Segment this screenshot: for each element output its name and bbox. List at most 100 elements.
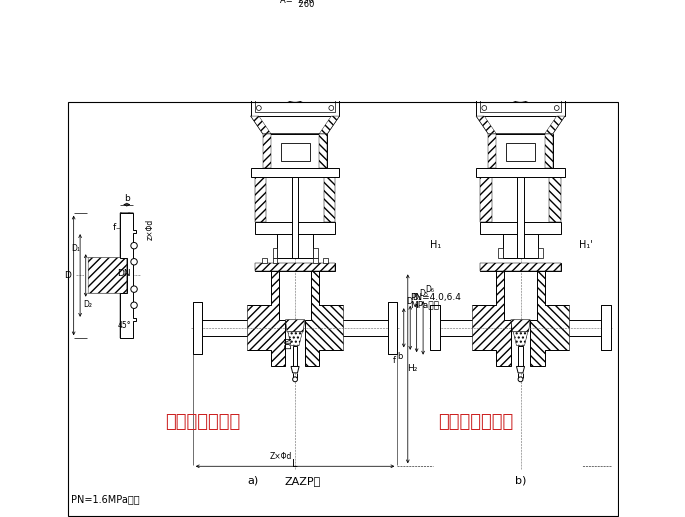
Text: D₁: D₁ xyxy=(71,245,79,253)
Bar xyxy=(476,168,565,177)
Text: 260: 260 xyxy=(288,1,314,9)
Polygon shape xyxy=(251,116,271,134)
Circle shape xyxy=(514,80,527,93)
Bar xyxy=(255,177,266,221)
Circle shape xyxy=(279,70,311,102)
Bar xyxy=(601,305,611,351)
Polygon shape xyxy=(545,134,553,168)
Bar xyxy=(488,134,553,168)
Polygon shape xyxy=(319,134,327,168)
Polygon shape xyxy=(263,134,271,168)
Polygon shape xyxy=(192,336,203,354)
Circle shape xyxy=(131,258,137,265)
Text: H₂: H₂ xyxy=(408,364,418,373)
Polygon shape xyxy=(601,305,611,320)
Bar xyxy=(84,258,118,293)
Circle shape xyxy=(256,62,261,66)
Text: PN=4.0,6.4: PN=4.0,6.4 xyxy=(410,293,461,302)
Polygon shape xyxy=(530,271,569,367)
Bar xyxy=(506,143,535,161)
Text: L: L xyxy=(292,459,298,469)
Text: D₁: D₁ xyxy=(412,293,421,302)
Text: D: D xyxy=(406,297,412,306)
Polygon shape xyxy=(601,336,611,351)
Bar xyxy=(430,305,440,351)
Circle shape xyxy=(256,105,261,111)
Circle shape xyxy=(554,62,559,66)
Bar xyxy=(292,345,297,367)
Polygon shape xyxy=(88,254,127,296)
Bar xyxy=(518,345,523,367)
Text: z×Φd: z×Φd xyxy=(146,219,155,240)
Bar xyxy=(255,221,336,234)
Polygon shape xyxy=(430,305,440,320)
Bar xyxy=(323,258,328,263)
Polygon shape xyxy=(488,134,497,168)
Polygon shape xyxy=(251,116,339,134)
Bar xyxy=(484,23,557,38)
Text: DN: DN xyxy=(116,269,130,278)
Circle shape xyxy=(288,80,301,93)
Circle shape xyxy=(518,377,523,382)
Polygon shape xyxy=(480,263,561,271)
Text: 上海沪工阀门厂: 上海沪工阀门厂 xyxy=(438,413,514,431)
Text: D₅: D₅ xyxy=(419,288,428,298)
Text: f: f xyxy=(393,356,396,364)
Bar xyxy=(549,177,561,221)
Circle shape xyxy=(329,62,334,66)
Text: PN=1.6MPa法兰: PN=1.6MPa法兰 xyxy=(71,494,140,504)
Polygon shape xyxy=(255,263,336,271)
Text: b): b) xyxy=(515,476,526,486)
Circle shape xyxy=(131,302,137,309)
Bar xyxy=(255,263,336,271)
Text: H₁': H₁' xyxy=(579,240,593,250)
Polygon shape xyxy=(121,212,136,338)
Polygon shape xyxy=(192,302,203,320)
Bar xyxy=(255,59,336,112)
Bar xyxy=(251,56,339,116)
Bar xyxy=(388,302,397,354)
Polygon shape xyxy=(88,212,134,338)
Polygon shape xyxy=(121,212,134,258)
Text: D₂: D₂ xyxy=(83,300,92,309)
Bar xyxy=(498,248,503,258)
Bar xyxy=(259,23,332,38)
Polygon shape xyxy=(291,367,299,373)
Polygon shape xyxy=(121,212,123,258)
Bar xyxy=(480,59,561,112)
Bar xyxy=(262,258,267,263)
Polygon shape xyxy=(545,116,565,134)
Bar xyxy=(251,168,339,177)
Polygon shape xyxy=(511,320,530,332)
Polygon shape xyxy=(476,38,565,56)
Polygon shape xyxy=(121,293,134,338)
Text: DN: DN xyxy=(284,336,293,349)
Polygon shape xyxy=(247,271,286,367)
Bar xyxy=(476,56,565,116)
Circle shape xyxy=(292,377,297,382)
Text: b: b xyxy=(397,352,402,361)
Circle shape xyxy=(329,105,334,111)
Polygon shape xyxy=(388,302,397,320)
Polygon shape xyxy=(286,320,305,332)
Bar xyxy=(281,143,310,161)
Text: ZAZP型: ZAZP型 xyxy=(285,476,321,486)
Circle shape xyxy=(504,70,536,102)
Bar xyxy=(480,221,561,234)
Text: 上海沪工阀门厂: 上海沪工阀门厂 xyxy=(165,413,240,431)
Text: f: f xyxy=(112,223,116,233)
Text: a): a) xyxy=(247,476,259,486)
Circle shape xyxy=(482,105,486,111)
Polygon shape xyxy=(516,367,525,373)
Polygon shape xyxy=(513,332,527,345)
Bar xyxy=(324,177,336,221)
Polygon shape xyxy=(319,116,339,134)
Polygon shape xyxy=(121,293,123,338)
Circle shape xyxy=(554,105,559,111)
Bar xyxy=(273,258,277,263)
Polygon shape xyxy=(305,271,343,367)
Polygon shape xyxy=(388,336,397,354)
Circle shape xyxy=(131,242,137,249)
Polygon shape xyxy=(251,38,339,56)
Bar xyxy=(503,234,538,258)
